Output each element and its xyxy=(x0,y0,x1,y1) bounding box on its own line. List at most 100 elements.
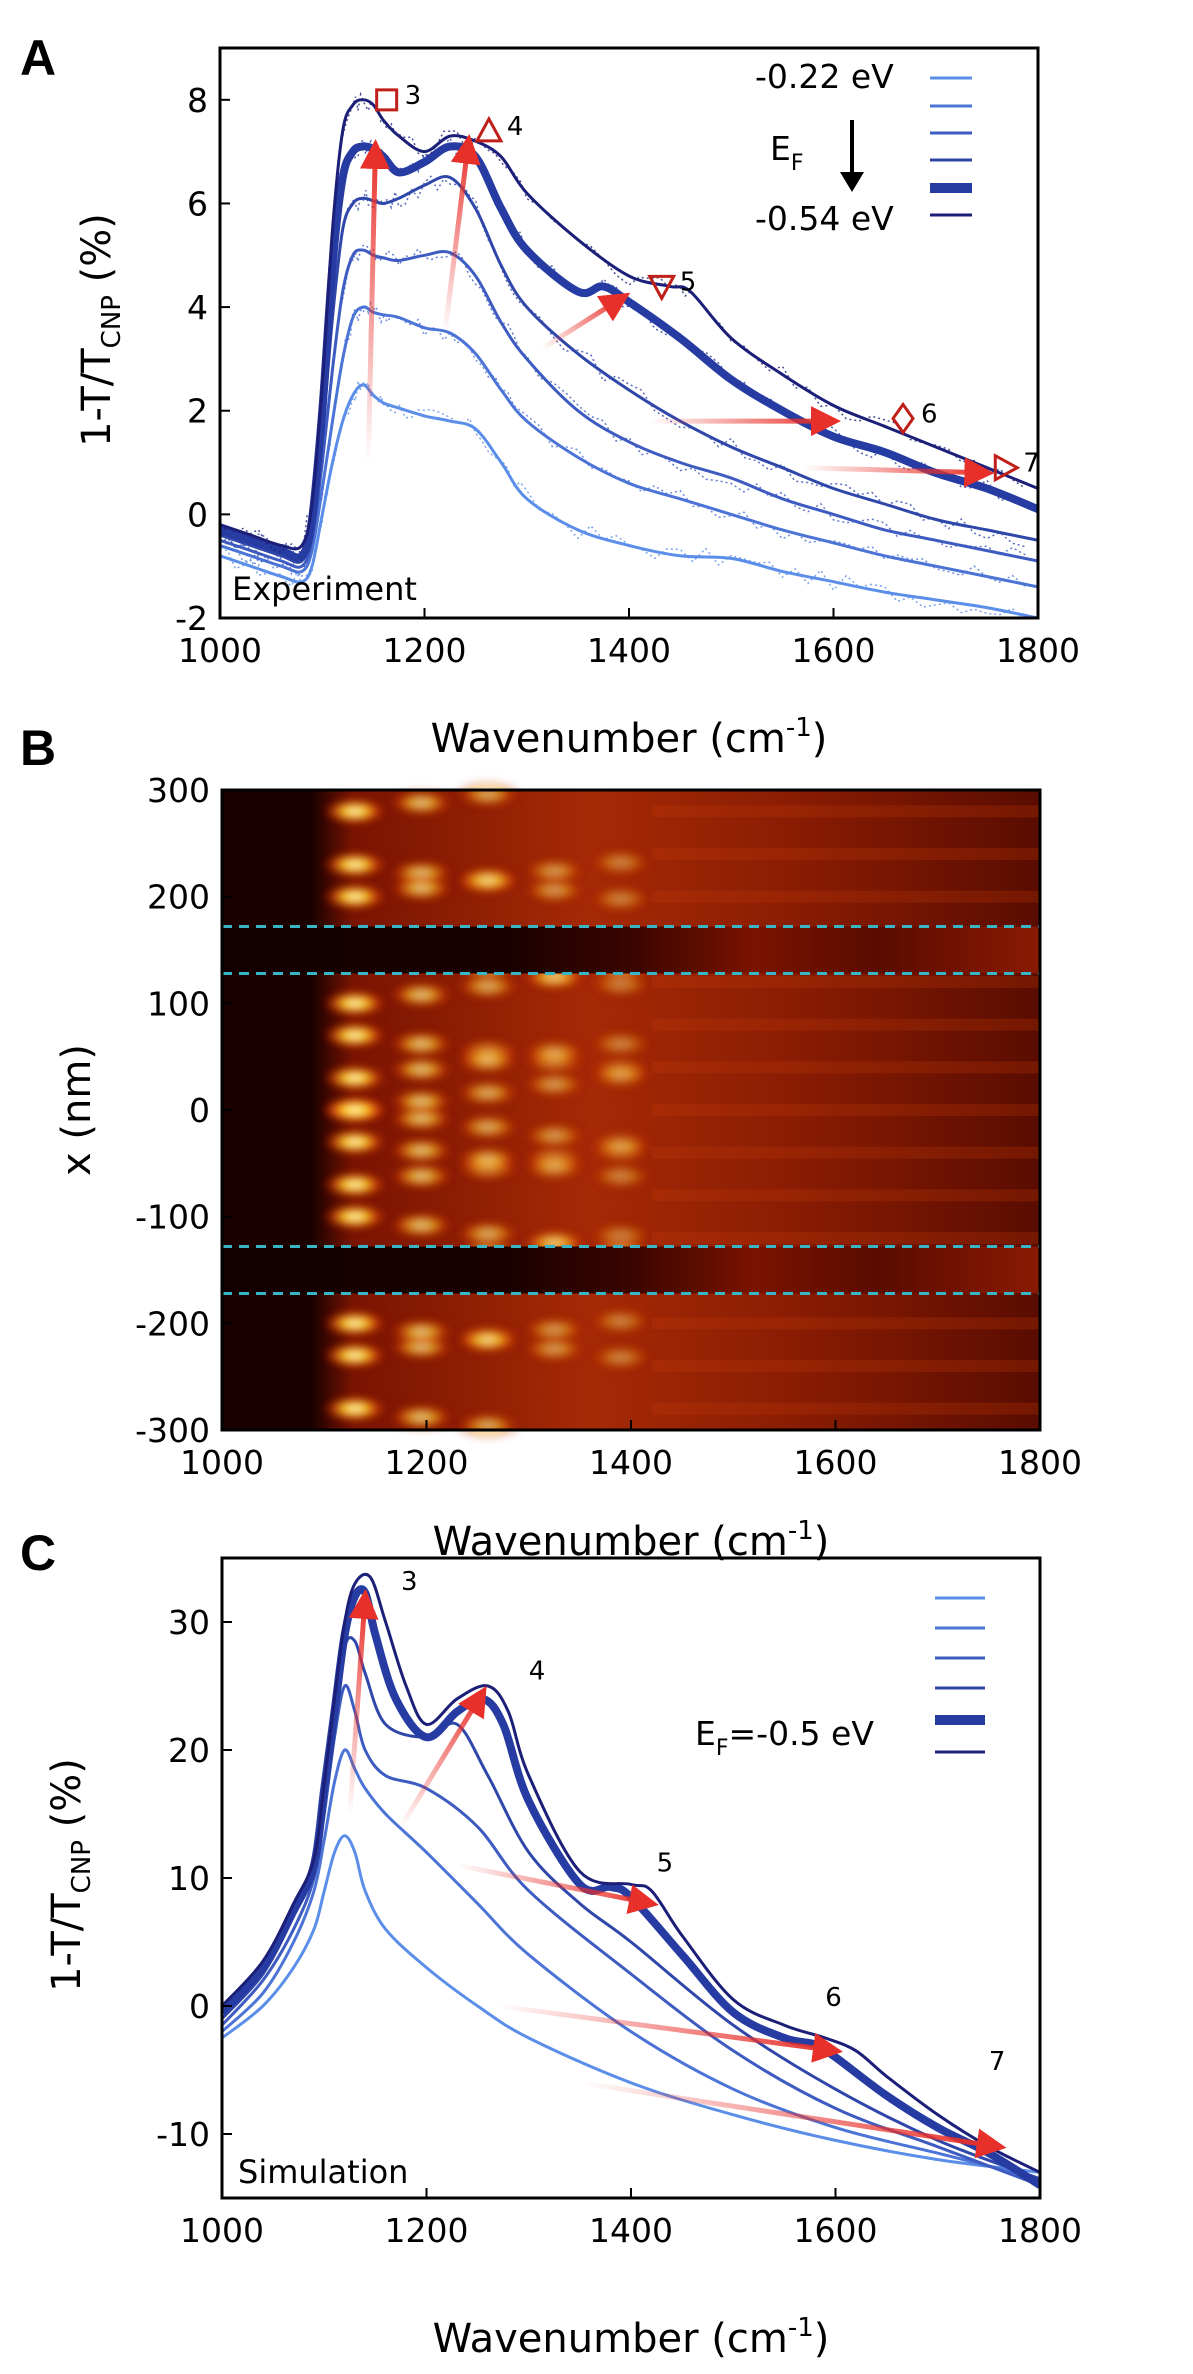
heatmap-fringe xyxy=(320,1202,389,1231)
panel-a-peak-marker-7 xyxy=(993,453,1021,483)
heatmap-streak xyxy=(651,1061,1040,1074)
heatmap-fringe xyxy=(387,1055,456,1084)
heatmap-fringe xyxy=(453,1078,522,1107)
x-tick-label: 1800 xyxy=(996,631,1080,670)
heatmap-fringe xyxy=(387,1136,456,1165)
heatmap-fringe xyxy=(453,1326,522,1355)
legend-swatches xyxy=(935,1596,985,1754)
panel-c-peak-labels: 3 4 5 6 7 xyxy=(401,1567,1005,2077)
panel-a-series-6 xyxy=(220,98,1038,551)
y-tick-label: 30 xyxy=(168,1603,210,1642)
heatmap-fringe xyxy=(387,1317,456,1346)
heatmap-fringe xyxy=(586,1307,655,1336)
panel-a-x-axis-label: Wavenumber (cm-1) xyxy=(431,713,828,762)
heatmap-fringe xyxy=(520,1121,589,1150)
heatmap-streak xyxy=(651,1104,1040,1116)
panel-a-series-2 xyxy=(220,305,1038,589)
heatmap-streak xyxy=(651,1360,1040,1372)
heatmap-fringe xyxy=(453,865,522,894)
heatmap-fringe xyxy=(320,1096,389,1124)
panel-a-peak-label-6: 6 xyxy=(921,400,938,430)
heatmap-fringe xyxy=(320,1394,389,1423)
x-tick-label: 1000 xyxy=(178,631,262,670)
panel-c-y-axis-label: 1-T/TCNP (%) xyxy=(44,1758,97,1992)
y-tick-label: 2 xyxy=(187,392,208,431)
panel-c-ticks: 1000 1200 1400 1600 1800 -10 0 10 20 30 xyxy=(156,1603,1082,2250)
heatmap-fringe xyxy=(586,1029,655,1058)
legend-arrow-head xyxy=(840,172,864,192)
legend-swatches xyxy=(930,76,972,217)
heatmap-fringe xyxy=(586,848,655,877)
panel-a-peak-marker-6 xyxy=(891,401,915,436)
heatmap-fringe xyxy=(453,972,522,1001)
panel-a-series-4 xyxy=(220,175,1038,564)
x-tick-label: 1400 xyxy=(587,631,671,670)
legend-top-label: -0.22 eV xyxy=(755,57,894,96)
heatmap-fringe xyxy=(320,1309,389,1338)
y-tick-label: -300 xyxy=(135,1411,210,1450)
y-tick-label: 300 xyxy=(147,771,210,810)
panel-c-legend: EF=-0.5 eV xyxy=(695,1596,985,1761)
heatmap-fringe xyxy=(320,1021,389,1050)
panel-a-peak-marker-4 xyxy=(474,115,504,143)
panel-c-series-1 xyxy=(222,1834,1040,2174)
y-tick-label: -10 xyxy=(156,2115,210,2154)
heatmap-streak xyxy=(651,805,1040,818)
heatmap-fringe xyxy=(387,1087,456,1116)
heatmap-fringe xyxy=(320,1170,389,1199)
heatmap-fringe xyxy=(387,1029,456,1058)
panel-c-arrow-5 xyxy=(579,2080,1007,2159)
heatmap-fringe xyxy=(320,989,389,1018)
heatmap-fringe xyxy=(320,882,389,911)
panel-c: C 1000 1200 1400 1600 1800 -10 0 10 20 30 3 4 5 6 7 S… xyxy=(20,1525,1082,2362)
heatmap-fringe xyxy=(520,876,589,905)
x-tick-label: 1600 xyxy=(792,631,876,670)
panel-a-series-1 xyxy=(220,383,1038,618)
panel-a-peak-label-7: 7 xyxy=(1023,449,1040,479)
panel-a-arrow-1 xyxy=(359,138,390,463)
x-tick-label: 1800 xyxy=(998,1443,1082,1482)
x-tick-label: 1200 xyxy=(383,631,467,670)
panel-a-peak-label-5: 5 xyxy=(680,267,697,297)
x-tick-label: 1400 xyxy=(589,2211,673,2250)
heatmap-fringe xyxy=(520,1070,589,1099)
heatmap-fringe xyxy=(387,874,456,903)
panel-a-peak-marker-5 xyxy=(647,274,677,302)
heatmap-streak xyxy=(651,1402,1040,1415)
heatmap-streak xyxy=(651,890,1040,903)
panel-a-arrow-5 xyxy=(802,457,995,488)
panel-a-legend: -0.22 eV EF -0.54 eV xyxy=(755,57,972,238)
heatmap-fringe xyxy=(453,780,522,809)
y-tick-label: -200 xyxy=(135,1304,210,1343)
heatmap-fringe xyxy=(520,1038,589,1067)
y-tick-label: -100 xyxy=(135,1198,210,1237)
panel-c-peak-label-4: 4 xyxy=(529,1657,546,1687)
panel-c-plot-area xyxy=(222,1572,1040,2189)
y-tick-label: 100 xyxy=(147,984,210,1023)
heatmap-fringe xyxy=(453,1219,522,1248)
panel-c-series-5 xyxy=(222,1585,1040,2189)
y-tick-label: -2 xyxy=(175,599,208,638)
heatmap-streak xyxy=(651,1317,1040,1330)
y-tick-label: 0 xyxy=(189,1987,210,2026)
panel-a-annotation: Experiment xyxy=(232,570,417,608)
heatmap-fringe xyxy=(586,884,655,913)
panel-b-heatmap xyxy=(222,780,1040,1440)
x-tick-label: 1800 xyxy=(998,2211,1082,2250)
panel-a-peak-marker-3 xyxy=(375,88,399,112)
heatmap-streak xyxy=(651,1232,1040,1244)
x-tick-label: 1200 xyxy=(385,2211,469,2250)
panel-a-peak-label-4: 4 xyxy=(507,112,524,142)
y-tick-label: 200 xyxy=(147,878,210,917)
panel-c-arrow-3 xyxy=(456,1862,659,1914)
heatmap-fringe xyxy=(520,1315,589,1344)
legend-ef-label: EF xyxy=(770,129,804,176)
y-tick-label: 10 xyxy=(168,1859,210,1898)
heatmap-gap-band xyxy=(222,926,1040,974)
panel-c-arrow-1 xyxy=(347,1588,379,1815)
panel-a-series-4-raw xyxy=(220,175,1026,563)
panel-c-arrow-4 xyxy=(497,2003,843,2063)
x-tick-label: 1000 xyxy=(180,1443,264,1482)
y-tick-label: 8 xyxy=(187,81,208,120)
